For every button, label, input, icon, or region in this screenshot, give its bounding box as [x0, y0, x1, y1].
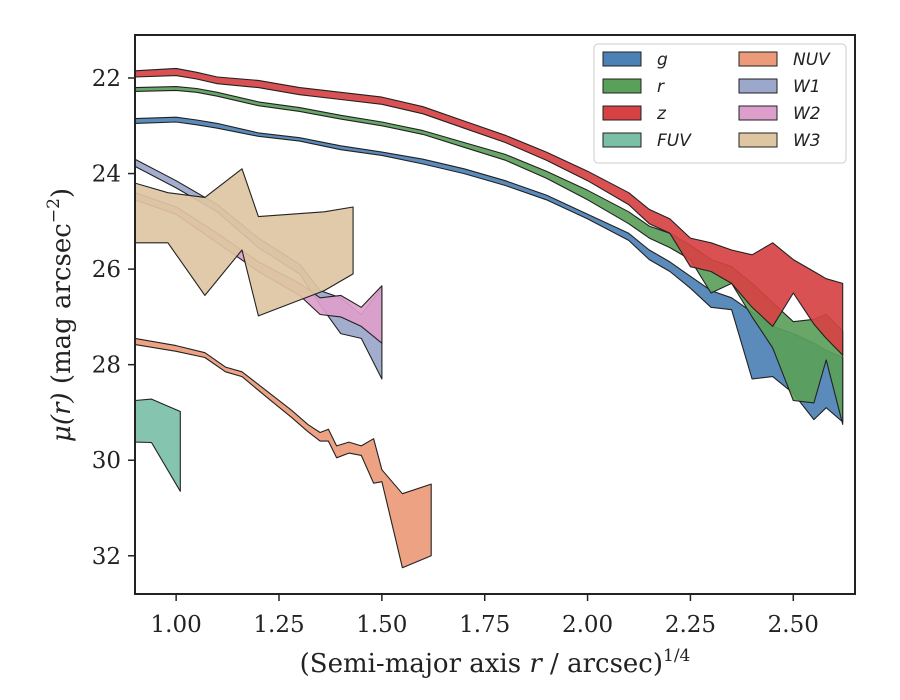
legend: grz FUV NUV W1 W2 W3: [593, 43, 847, 164]
x-tick-label: 2.25: [665, 612, 716, 638]
legend-swatch-g: [602, 51, 642, 67]
x-tick-label: 2.00: [562, 612, 613, 638]
x-tick-label: 1.75: [459, 612, 510, 638]
legend-label-z: z: [656, 104, 667, 124]
y-tick-label: 22: [92, 66, 121, 92]
y-tick-label: 26: [92, 257, 121, 283]
legend-swatch-w1: [738, 78, 778, 94]
x-tick-label: 1.50: [356, 612, 407, 638]
plot-frame: [134, 34, 856, 595]
y-axis-title: μ(r) (mag arcsec−2): [44, 188, 77, 442]
series-band-z: [135, 67, 844, 356]
series-band-w3: [135, 168, 354, 317]
x-tick-label: 1.00: [151, 612, 202, 638]
series-band-fuv: [135, 398, 181, 492]
legend-swatch-w2: [738, 105, 778, 121]
legend-label-fuv: FUV: [657, 131, 692, 151]
y-tick-label: 30: [92, 448, 121, 474]
x-tick-label: 1.25: [253, 612, 304, 638]
legend-swatch-z: [602, 105, 642, 121]
y-tick-label: 28: [92, 353, 121, 379]
legend-swatch-nuv: [738, 51, 778, 67]
x-axis-title: (Semi-major axis r / arcsec)1/4: [300, 646, 691, 679]
series-band-nuv: [135, 337, 432, 569]
legend-label-r: r: [657, 77, 665, 97]
legend-label-g: g: [657, 50, 668, 70]
legend-swatch-fuv: [602, 132, 642, 148]
x-tick-label: 2.50: [768, 612, 819, 638]
series-layer: [135, 67, 844, 569]
legend-label-w1: W1: [793, 77, 821, 97]
x-axis: 1.00 1.25 1.50 1.75 2.00 2.25 2.50: [151, 594, 819, 638]
legend-box: [593, 43, 847, 164]
legend-swatch-w3: [738, 132, 778, 148]
legend-label-nuv: NUV: [793, 50, 831, 70]
y-tick-label: 32: [92, 544, 121, 570]
y-tick-label: 24: [92, 162, 121, 188]
legend-label-w2: W2: [793, 104, 821, 124]
legend-swatch-r: [602, 78, 642, 94]
legend-label-w3: W3: [793, 131, 821, 151]
y-axis: 22 24 26 28 30 32: [92, 66, 135, 570]
